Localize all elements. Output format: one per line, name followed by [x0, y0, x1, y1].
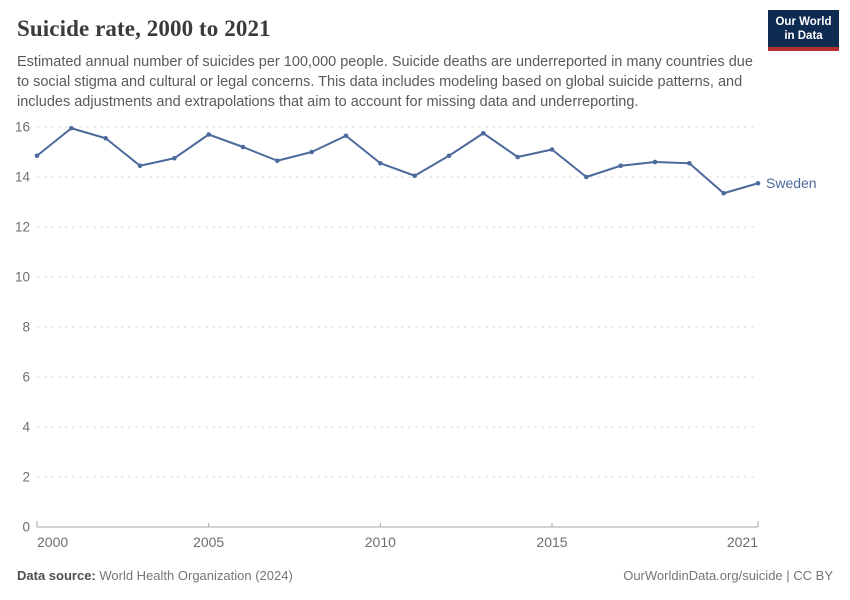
y-tick-label: 12: [15, 220, 30, 235]
data-point: [343, 133, 349, 139]
owid-logo-line2: in Data: [784, 30, 823, 43]
data-point: [584, 174, 589, 180]
y-tick-label: 10: [15, 270, 30, 285]
data-point: [172, 155, 177, 161]
data-point: [721, 190, 726, 196]
data-source-label: Data source:: [17, 568, 96, 583]
x-tick-label: 2015: [536, 534, 567, 550]
owid-logo-line1: Our World: [775, 16, 832, 28]
line-chart: 0 2 4 6 8 10 12 14 16 2000 2005 2010 2015 2021 Sweden: [15, 120, 817, 551]
data-source-value: World Health Organization (2024): [95, 568, 293, 583]
data-point: [309, 149, 314, 155]
x-tick-label: 2000: [37, 534, 68, 550]
y-tick-label: 2: [22, 470, 30, 485]
data-point: [652, 159, 658, 165]
y-tick-label: 8: [22, 320, 30, 335]
data-line: [36, 127, 759, 195]
data-point: [378, 160, 383, 166]
data-point: [481, 130, 486, 136]
data-point: [137, 163, 143, 169]
data-point: [206, 132, 211, 137]
chart-subtitle: Estimated annual number of suicides per …: [17, 54, 753, 110]
data-point: [34, 153, 40, 159]
data-source: Data source: World Health Organization (…: [17, 568, 293, 583]
entity-label: Sweden: [766, 175, 817, 191]
y-tick-label: 4: [22, 420, 30, 435]
data-point: [412, 173, 417, 179]
y-tick-label: 16: [15, 120, 30, 135]
x-tick-label: 2010: [365, 534, 396, 550]
data-point: [446, 153, 452, 159]
data-point: [755, 180, 761, 186]
data-point: [618, 163, 623, 169]
data-point: [515, 154, 520, 160]
x-tick-label: 2005: [193, 534, 224, 550]
chart-footer: Data source: World Health Organization (…: [17, 568, 833, 583]
data-point: [687, 160, 692, 166]
y-tick-label: 0: [22, 520, 30, 535]
data-point: [275, 158, 280, 164]
attribution-link[interactable]: OurWorldinData.org/suicide | CC BY: [623, 568, 833, 583]
owid-logo[interactable]: Our World in Data: [768, 10, 839, 52]
y-tick-label: 6: [22, 370, 30, 385]
data-point: [240, 144, 246, 150]
y-tick-label: 14: [15, 170, 31, 185]
data-point: [103, 135, 108, 141]
page-title: Suicide rate, 2000 to 2021: [17, 16, 271, 41]
x-tick-label: 2021: [727, 534, 758, 550]
data-point: [69, 125, 74, 131]
data-point: [549, 147, 555, 152]
